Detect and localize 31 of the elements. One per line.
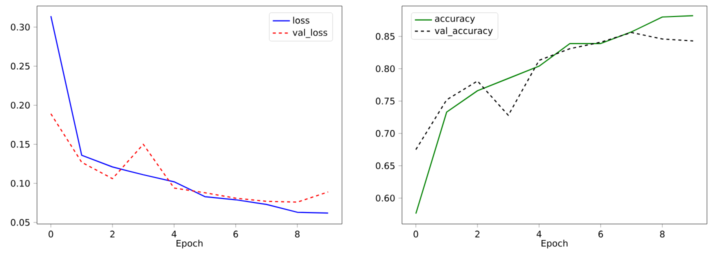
x-tick-label: 8	[295, 230, 300, 238]
legend-label: accuracy	[435, 16, 475, 24]
y-tick-label: 0.15	[10, 140, 30, 148]
legend-label: loss	[293, 16, 310, 24]
y-tick-label: 0.10	[10, 180, 30, 187]
line-series	[50, 16, 329, 214]
y-tick-label: 0.70	[376, 130, 395, 137]
line-series	[415, 15, 694, 214]
x-tick-label: 4	[172, 230, 176, 238]
x-tick-label: 2	[110, 230, 114, 238]
legend-label: val_loss	[292, 28, 328, 38]
y-tick-label: 0.80	[376, 65, 395, 72]
x-tick-label: 4	[536, 230, 542, 238]
x-tick-label: 6	[598, 230, 603, 238]
line-series	[50, 113, 329, 203]
x-tick-label: 8	[660, 230, 665, 238]
legend-label: val_accuracy	[434, 27, 493, 36]
x-tick-label: 0	[414, 230, 418, 238]
x-tick-label: 0	[48, 230, 54, 238]
y-tick-label: 0.60	[376, 194, 395, 202]
y-tick-label: 0.25	[10, 62, 30, 70]
x-tick-label: 6	[233, 230, 238, 238]
y-tick-label: 0.30	[10, 24, 30, 30]
y-tick-label: 0.05	[10, 219, 30, 226]
y-tick-label: 0.20	[10, 102, 30, 109]
y-tick-label: 0.85	[376, 32, 395, 40]
x-axis-title: Epoch	[542, 240, 568, 248]
y-tick-label: 0.75	[376, 98, 395, 104]
x-tick-label: 2	[475, 230, 480, 238]
y-tick-label: 0.65	[376, 162, 395, 170]
x-axis-title: Epoch	[176, 240, 203, 248]
